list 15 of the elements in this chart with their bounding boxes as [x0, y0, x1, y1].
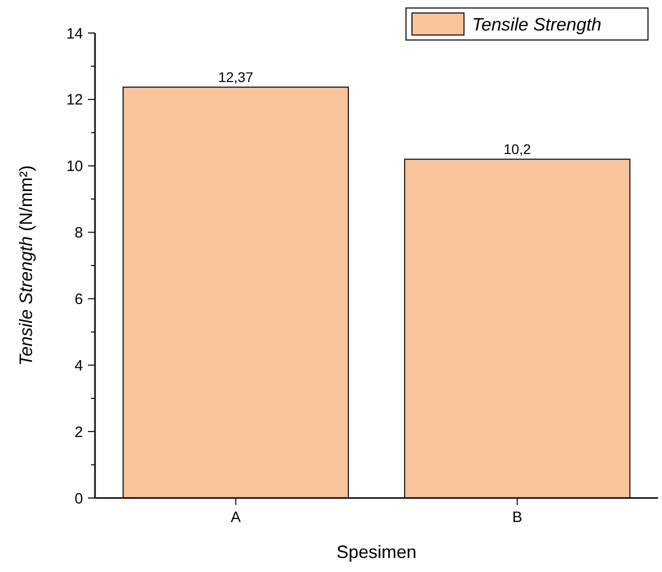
- y-tick-label: 4: [74, 357, 83, 374]
- y-tick-label: 0: [74, 490, 83, 508]
- x-tick-label: B: [512, 509, 522, 526]
- x-axis-title: Spesimen: [336, 542, 417, 562]
- y-tick-label: 10: [66, 158, 83, 176]
- y-tick-label: 8: [74, 224, 83, 242]
- data-label: 12,37: [218, 69, 254, 86]
- legend-label: Tensile Strength: [472, 14, 602, 34]
- y-tick-label: 6: [74, 290, 83, 308]
- y-tick-label: 2: [74, 424, 83, 441]
- x-tick-label: A: [230, 509, 241, 526]
- data-label: 10,2: [504, 141, 532, 158]
- y-tick-label: 14: [66, 25, 83, 42]
- y-tick-label: 12: [66, 92, 83, 109]
- y-axis-title: Tensile Strength (N/mm²): [16, 165, 36, 366]
